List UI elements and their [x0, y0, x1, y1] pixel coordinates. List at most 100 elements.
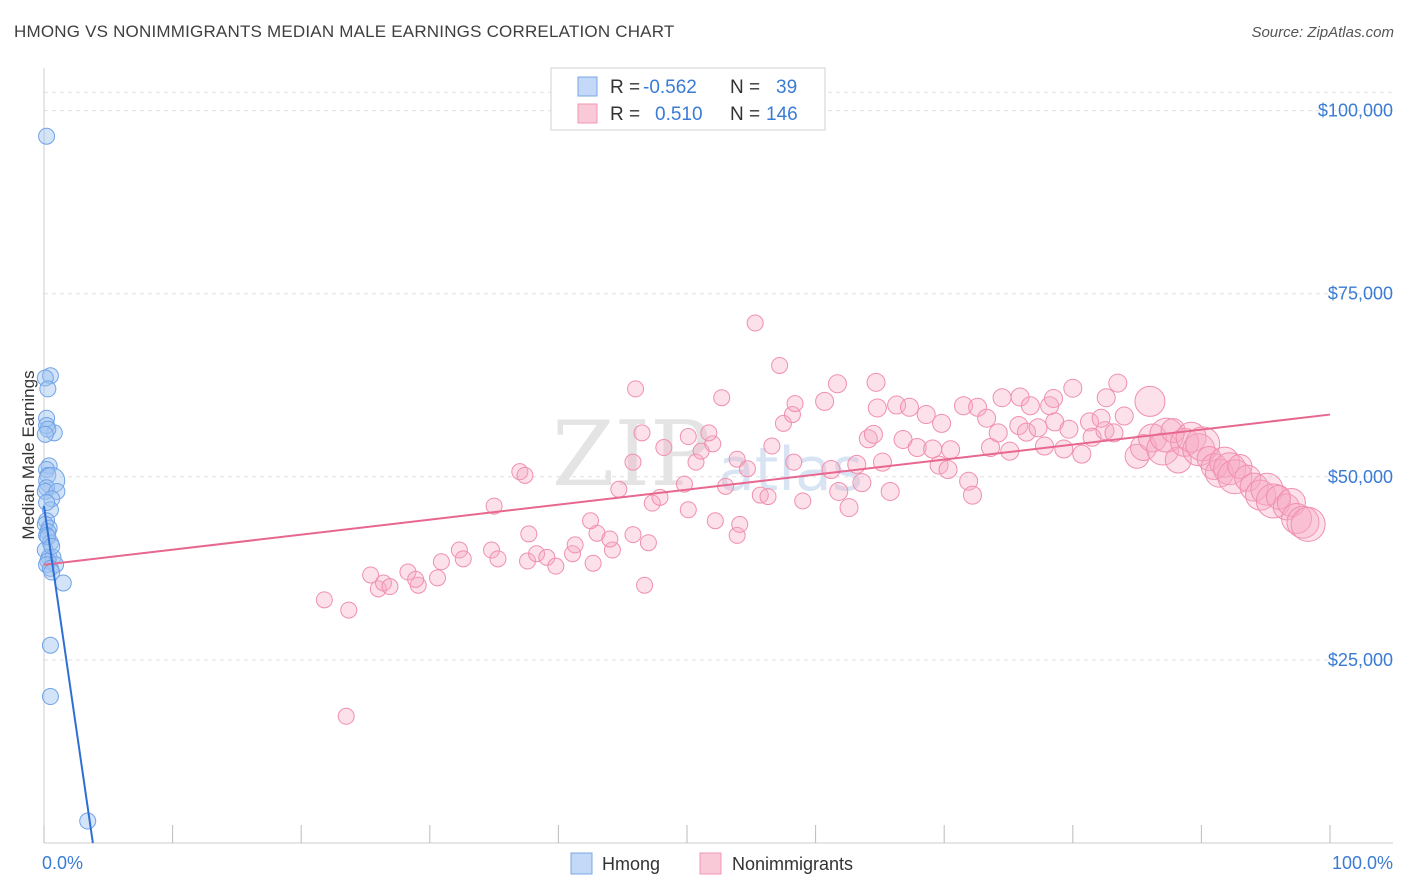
nonimmigrants-point [516, 466, 534, 484]
nonimmigrants-point [584, 554, 602, 572]
hmong-point [41, 636, 59, 654]
nonimmigrants-point [315, 591, 333, 609]
nonimmigrants-point [1182, 433, 1216, 467]
nonimmigrants-point [1164, 446, 1192, 474]
nonimmigrants-point [489, 550, 507, 568]
y-tick-label: $100,000 [1318, 101, 1393, 121]
nonimmigrants-point [528, 545, 546, 563]
nonimmigrants-point [454, 550, 472, 568]
nonimmigrants-point [923, 439, 943, 459]
nonimmigrants-point [907, 438, 927, 458]
nonimmigrants-point [547, 557, 565, 575]
hmong-point [54, 574, 72, 592]
nonimmigrants-point [704, 435, 722, 453]
x-tick-labels: 0.0% 100.0% [42, 853, 1393, 873]
nonimmigrants-point [731, 515, 749, 533]
nonimmigrants-point [633, 424, 651, 442]
nonimmigrants-point [610, 480, 628, 498]
hmong-trend-line [43, 505, 94, 844]
nonimmigrants-point [582, 512, 600, 530]
bottom-legend-swatch-nonimmigrants [699, 852, 722, 875]
nonimmigrants-point [1063, 378, 1083, 398]
nonimmigrants-point [432, 553, 450, 571]
nonimmigrants-point [429, 569, 447, 587]
nonimmigrants-point [1104, 423, 1124, 443]
nonimmigrants-series [315, 314, 1326, 725]
nonimmigrants-point [566, 536, 584, 554]
nonimmigrants-point [519, 552, 537, 570]
nonimmigrants-point [381, 578, 399, 596]
nonimmigrants-point [1028, 418, 1048, 438]
x-tick-label-min: 0.0% [42, 853, 83, 873]
nonimmigrants-point [941, 440, 961, 460]
hmong-point [36, 425, 54, 443]
nonimmigrants-point [1114, 406, 1134, 426]
hmong-point [38, 460, 56, 478]
nonimmigrants-point [794, 492, 812, 510]
nonimmigrants-point [603, 541, 621, 559]
nonimmigrants-point [988, 423, 1008, 443]
chart-title: HMONG VS NONIMMIGRANTS MEDIAN MALE EARNI… [14, 22, 675, 41]
nonimmigrants-point [1204, 458, 1234, 488]
nonimmigrants-trend-line [43, 413, 1331, 566]
legend-bottom: Hmong Nonimmigrants [570, 852, 853, 875]
y-tick-label: $25,000 [1328, 650, 1393, 670]
hmong-point [36, 482, 54, 500]
nonimmigrants-point [1054, 439, 1074, 459]
hmong-point [39, 420, 57, 438]
nonimmigrants-point [601, 530, 619, 548]
nonimmigrants-point [1209, 446, 1241, 478]
nonimmigrants-point [786, 395, 804, 413]
nonimmigrants-point [1281, 503, 1313, 535]
nonimmigrants-point [899, 397, 919, 417]
nonimmigrants-point [1130, 434, 1158, 462]
nonimmigrants-point [880, 481, 900, 501]
nonimmigrants-point [1080, 412, 1100, 432]
nonimmigrants-point [867, 398, 887, 418]
nonimmigrants-point [893, 429, 913, 449]
legend-r-value-hmong: -0.562 [643, 77, 697, 98]
legend-top: R = -0.562 N = 39 R = 0.510 N = 146 [550, 67, 826, 131]
source-label: Source: ZipAtlas.com [1251, 24, 1394, 41]
hmong-point [38, 493, 56, 511]
legend-r-label-nonimmigrants: R = [610, 104, 640, 125]
nonimmigrants-point [728, 526, 746, 544]
nonimmigrants-point [520, 525, 538, 543]
trend-lines [43, 413, 1331, 844]
legend-n-label-hmong: N = [730, 77, 760, 98]
nonimmigrants-point [700, 424, 718, 442]
nonimmigrants-point [687, 453, 705, 471]
nonimmigrants-point [450, 541, 468, 559]
legend-n-label-nonimmigrants: N = [730, 104, 760, 125]
nonimmigrants-point [1035, 436, 1055, 456]
nonimmigrants-point [483, 541, 501, 559]
legend-r-value-nonimmigrants: 0.510 [655, 104, 703, 125]
legend-swatch-hmong [577, 76, 598, 97]
nonimmigrants-point [839, 498, 859, 518]
nonimmigrants-point [362, 566, 380, 584]
nonimmigrants-point [863, 424, 883, 444]
nonimmigrants-point [774, 414, 792, 432]
nonimmigrants-point [1020, 396, 1040, 416]
nonimmigrants-point [916, 405, 936, 425]
nonimmigrants-point [953, 396, 973, 416]
nonimmigrants-point [1009, 416, 1029, 436]
nonimmigrants-point [1234, 464, 1262, 492]
nonimmigrants-point [827, 374, 847, 394]
nonimmigrants-point [852, 473, 872, 493]
nonimmigrants-point [1059, 419, 1079, 439]
nonimmigrants-point [866, 372, 886, 392]
legend-n-value-nonimmigrants: 146 [766, 104, 798, 125]
nonimmigrants-point [636, 576, 654, 594]
nonimmigrants-point [1250, 472, 1284, 506]
nonimmigrants-point [1138, 423, 1168, 453]
y-axis-label: Median Male Earnings [19, 370, 38, 539]
hmong-series [36, 127, 97, 830]
nonimmigrants-point [1091, 408, 1111, 428]
bottom-legend-label-nonimmigrants: Nonimmigrants [732, 854, 853, 874]
nonimmigrants-point [407, 570, 425, 588]
y-tick-label: $75,000 [1328, 284, 1393, 304]
legend-n-value-hmong: 39 [776, 77, 797, 98]
nonimmigrants-point [759, 488, 777, 506]
